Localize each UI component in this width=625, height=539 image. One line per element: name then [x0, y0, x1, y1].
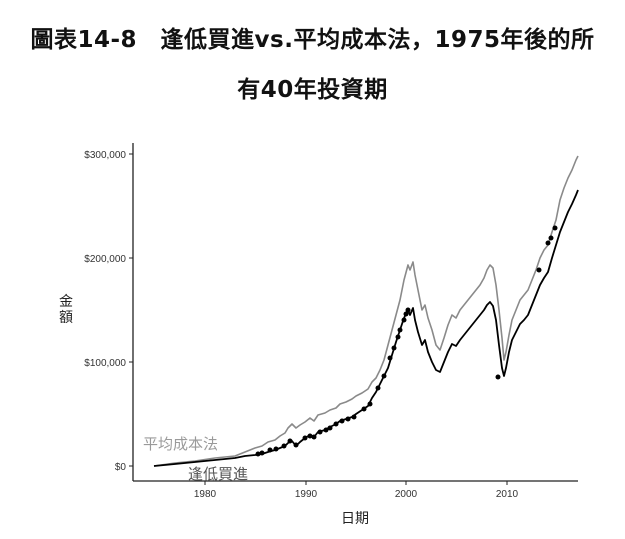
- x-axis-ticks: 1980 1990 2000 2010: [194, 481, 519, 500]
- y-tick-100000: $100,000: [84, 358, 126, 369]
- y-tick-300000: $300,000: [84, 150, 126, 161]
- series-line-buy-the-dip: [153, 189, 579, 467]
- buy-the-dip-markers: [255, 225, 558, 457]
- y-axis-ticks: $300,000 $200,000 $100,000 $0: [84, 150, 133, 473]
- series-line-average-cost: [153, 155, 579, 467]
- x-axis-title: 日期: [341, 511, 369, 527]
- y-tick-200000: $200,000: [84, 254, 126, 265]
- x-tick-1980: 1980: [194, 489, 217, 500]
- y-axis-title-part-2: 額: [59, 310, 73, 326]
- x-tick-1990: 1990: [295, 489, 318, 500]
- label-average-cost: 平均成本法: [143, 435, 218, 453]
- x-tick-2000: 2000: [395, 489, 418, 500]
- y-axis-title-part-1: 金: [59, 294, 73, 310]
- y-tick-0: $0: [115, 462, 127, 473]
- label-buy-the-dip: 逢低買進: [188, 465, 248, 483]
- chart-title-line-2: 有40年投資期: [237, 77, 388, 103]
- chart-title-line-1: 圖表14-8 逢低買進vs.平均成本法，1975年後的所: [30, 27, 595, 53]
- x-tick-2010: 2010: [496, 489, 519, 500]
